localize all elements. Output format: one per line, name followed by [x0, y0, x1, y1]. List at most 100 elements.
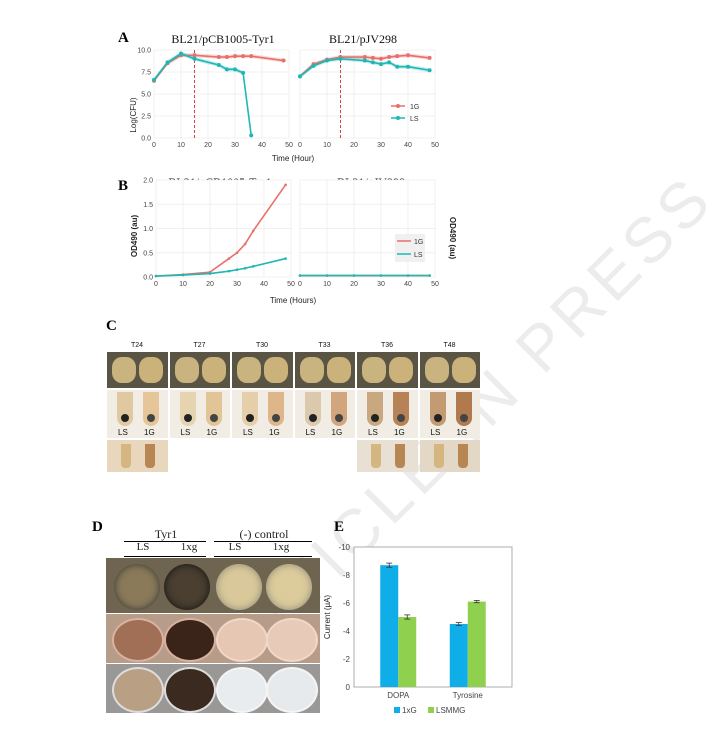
y-tick-label: 7.5 — [141, 70, 151, 77]
x-tick-label: 30 — [377, 142, 385, 149]
tube-closeup-photo — [419, 440, 480, 472]
panel-d: Tyr1 (-) control LS 1xg LS 1xg — [106, 523, 320, 713]
panel-a-title-left: BL21/pCB1005-Tyr1 — [171, 32, 274, 46]
cartridge-photo — [169, 352, 230, 388]
panel-a-xlabel: Time (Hour) — [272, 154, 315, 163]
data-point-ls — [325, 274, 329, 277]
x-tick-label: 50 — [287, 281, 295, 288]
y-tick-label: 0.0 — [141, 136, 151, 143]
timepoint-label: T30 — [255, 342, 269, 349]
cartridge-photo — [107, 352, 168, 388]
panel-b-ylabel-right: OD490 (au) — [448, 217, 457, 260]
tube-photo — [169, 390, 230, 438]
data-point-1g — [395, 54, 400, 59]
panel-letter-e: E — [334, 519, 345, 535]
data-point-1g — [241, 54, 246, 59]
cartridge-photo — [357, 352, 418, 388]
data-point-ls — [181, 273, 185, 277]
x-tick-label: 40 — [404, 142, 412, 149]
x-tick-label: 20 — [204, 142, 212, 149]
panel-b-legend: 1G LS — [395, 234, 425, 262]
legend-1g-label: 1G — [414, 239, 423, 246]
tube-photo — [107, 390, 168, 438]
plot-area — [353, 546, 513, 688]
x-tick-label: 10 — [323, 142, 331, 149]
panel-a-ylabel: Log(CFU) — [129, 97, 138, 132]
data-point-1g — [370, 55, 375, 60]
tube-label-1g: 1G — [331, 428, 343, 437]
panel-a-left-plot: 0.0 2.5 5.0 7.5 10.0 0 10 20 30 40 50 — [137, 48, 293, 150]
legend-1g-label: 1G — [410, 104, 419, 111]
panel-letter-c: C — [106, 318, 117, 334]
tube-label-ls: LS — [243, 428, 253, 437]
legend-label: LSMMG — [436, 706, 465, 715]
tube-label-1g: 1G — [269, 428, 280, 437]
x-tick-label: 20 — [206, 281, 214, 288]
y-tick-label: 0.5 — [143, 250, 153, 257]
x-tick-label: 0 — [152, 142, 156, 149]
timepoint-label: T48 — [443, 342, 456, 349]
panel-b-ylabel: OD490 (au) — [130, 215, 139, 258]
timepoint-label: T27 — [193, 342, 206, 349]
data-point-ls — [233, 67, 237, 72]
x-tick-label: 30 — [377, 281, 385, 288]
legend-ls-label: LS — [410, 116, 419, 123]
data-point-ls — [179, 51, 183, 56]
data-point-ls — [298, 274, 302, 277]
panel-d-header-line — [124, 556, 206, 557]
y-axis-label: Current (μA) — [323, 595, 332, 640]
data-point-1g — [427, 55, 432, 60]
dish-tyr1-ls — [112, 618, 164, 662]
y-tick-label: 0 — [346, 683, 351, 692]
y-tick-label: 2.5 — [141, 114, 151, 121]
x-tick-label: 20 — [350, 142, 358, 149]
data-point-ls — [379, 62, 383, 67]
cartridge-control-ls — [216, 564, 262, 610]
panel-d-col-label: 1xg — [272, 541, 290, 553]
bar-lsmmg — [467, 601, 486, 687]
data-point-ls — [227, 269, 231, 273]
data-point-1g — [243, 242, 247, 246]
panel-a-legend: 1G LS — [391, 104, 419, 123]
tube-label-ls: LS — [305, 428, 316, 437]
y-tick-label: -8 — [343, 571, 351, 580]
data-point-1g — [284, 183, 287, 187]
panel-d-row-cartridges — [106, 558, 320, 613]
data-point-ls — [352, 274, 356, 277]
membrane-tyr1-ls — [112, 667, 164, 713]
series-line-ls — [155, 257, 286, 277]
y-tick-label: 2.0 — [143, 178, 153, 185]
bar-1xg — [380, 565, 399, 687]
dish-control-ls — [216, 618, 268, 662]
y-tick-label: 1.5 — [143, 202, 153, 209]
panel-c-photos: T24 LS 1G T27 LS 1G T30 LS 1G T33 LS 1G T36 LS 1G T48 LS… — [106, 340, 481, 474]
panel-d-header-line — [214, 556, 312, 557]
tube-label-ls: LS — [430, 428, 441, 437]
bar-lsmmg — [398, 617, 417, 687]
data-point-ls — [387, 60, 392, 65]
tube-photo — [357, 390, 418, 438]
tube-photo — [419, 390, 480, 438]
legend-ls-dot — [396, 116, 400, 120]
x-category-label: Tyrosine — [453, 691, 484, 700]
dish-control-1xg — [266, 618, 318, 662]
data-point-1g — [249, 54, 254, 59]
tube-photo — [232, 390, 293, 438]
y-tick-label: 0.0 — [143, 275, 153, 282]
data-point-ls — [251, 265, 255, 268]
panel-d-row-dishes — [106, 614, 320, 663]
membrane-control-ls — [216, 667, 268, 713]
x-tick-label: 30 — [231, 142, 239, 149]
x-tick-label: 0 — [298, 281, 302, 288]
panel-b-chart: BL21/pCB1005-Tyr1 BL21/pJV298 OD490 (au)… — [130, 175, 457, 305]
tube-label-ls: LS — [118, 428, 128, 437]
y-tick-label: 1.0 — [143, 226, 153, 233]
cartridge-photo — [419, 352, 480, 388]
panel-d-col-label: LS — [228, 541, 242, 553]
data-point-1g — [379, 56, 383, 61]
panel-d-group-underline — [124, 541, 206, 542]
data-point-ls — [165, 60, 170, 65]
panel-d-group-underline — [214, 541, 312, 542]
y-tick-label: -6 — [343, 599, 351, 608]
data-point-ls — [427, 68, 432, 73]
